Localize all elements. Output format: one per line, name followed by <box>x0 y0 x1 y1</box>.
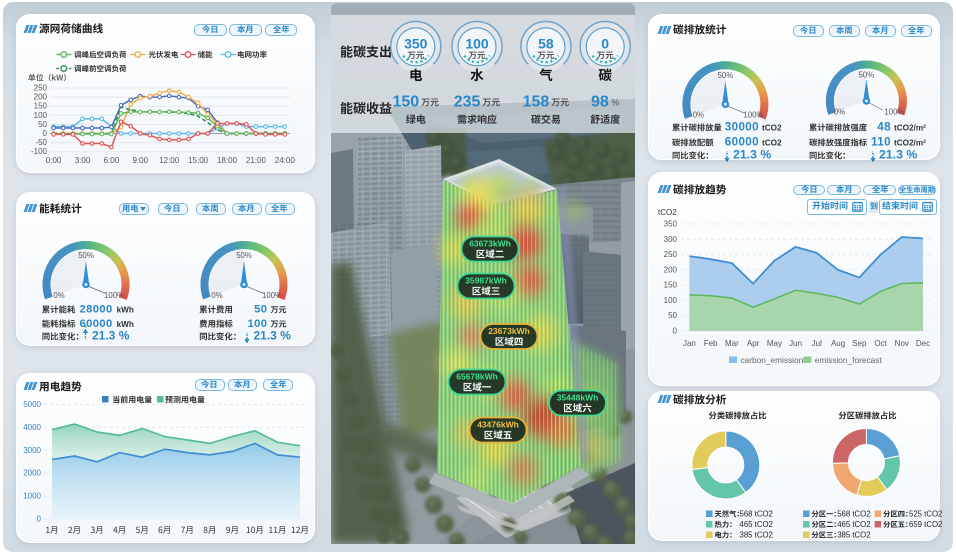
svg-text:Mar: Mar <box>725 339 739 348</box>
svg-text:200: 200 <box>34 93 48 102</box>
svg-text:250: 250 <box>664 250 678 259</box>
svg-text:3:00: 3:00 <box>75 156 91 165</box>
svg-text:12:00: 12:00 <box>159 156 180 165</box>
svg-text:110: 110 <box>871 136 891 149</box>
svg-text:4000: 4000 <box>23 423 41 432</box>
svg-text:Oct: Oct <box>874 339 887 348</box>
svg-text:tCO2: tCO2 <box>762 124 782 133</box>
svg-text:5000: 5000 <box>23 400 41 409</box>
svg-text:50: 50 <box>668 311 677 320</box>
svg-text:100: 100 <box>248 318 268 330</box>
svg-text:kWh: kWh <box>117 320 134 329</box>
svg-text:tCO2/m²: tCO2/m² <box>894 139 926 148</box>
svg-text:18:00: 18:00 <box>217 156 238 165</box>
svg-text:0: 0 <box>601 35 609 51</box>
svg-text:30000: 30000 <box>725 121 759 134</box>
svg-text:43476kWh: 43476kWh <box>477 420 519 430</box>
svg-text:0%: 0% <box>834 108 845 117</box>
svg-text:Jan: Jan <box>683 339 696 348</box>
svg-text:May: May <box>767 339 782 348</box>
svg-text:150: 150 <box>393 94 420 111</box>
svg-text:385 tCO2: 385 tCO2 <box>740 531 773 540</box>
svg-text:568 tCO2: 568 tCO2 <box>740 510 773 519</box>
svg-text:kWh: kWh <box>117 306 134 315</box>
svg-text:150: 150 <box>664 281 678 290</box>
svg-text:15:00: 15:00 <box>188 156 209 165</box>
svg-text:Dec: Dec <box>916 339 930 348</box>
svg-text:24:00: 24:00 <box>275 156 296 165</box>
svg-text:200: 200 <box>664 265 678 274</box>
svg-text:158: 158 <box>523 94 550 111</box>
svg-text:0%: 0% <box>53 291 64 300</box>
svg-text:568 tCO2: 568 tCO2 <box>837 510 870 519</box>
svg-text:50%: 50% <box>718 71 734 80</box>
svg-text:2000: 2000 <box>23 469 41 478</box>
svg-text:48: 48 <box>877 121 891 134</box>
svg-text:21.3 %: 21.3 % <box>92 329 130 343</box>
svg-text:Aug: Aug <box>831 339 845 348</box>
svg-text:50: 50 <box>254 304 267 316</box>
svg-text:0%: 0% <box>693 111 704 120</box>
svg-text:tCO2: tCO2 <box>658 208 677 217</box>
svg-text:emission_forecast: emission_forecast <box>815 355 883 365</box>
svg-text:58: 58 <box>538 35 554 51</box>
svg-text:Jun: Jun <box>789 339 802 348</box>
svg-text:60000: 60000 <box>725 136 759 149</box>
svg-text:6:00: 6:00 <box>104 156 120 165</box>
svg-text:385 tCO2: 385 tCO2 <box>837 531 870 540</box>
svg-text:Feb: Feb <box>704 339 718 348</box>
svg-text:50%: 50% <box>859 71 875 80</box>
svg-text:300: 300 <box>664 235 678 244</box>
svg-text:100: 100 <box>34 111 48 120</box>
svg-text:Sep: Sep <box>852 339 867 348</box>
svg-text:465 tCO2: 465 tCO2 <box>740 520 773 529</box>
svg-text:150: 150 <box>34 102 48 111</box>
svg-text:Jul: Jul <box>812 339 822 348</box>
svg-text:21.3 %: 21.3 % <box>733 148 771 162</box>
svg-text:250: 250 <box>34 84 48 93</box>
svg-text:0: 0 <box>43 129 48 138</box>
svg-text:100%: 100% <box>884 108 904 117</box>
svg-text:100: 100 <box>664 296 678 305</box>
svg-text:9:00: 9:00 <box>133 156 149 165</box>
svg-text:0:00: 0:00 <box>46 156 62 165</box>
svg-text:350: 350 <box>404 35 428 51</box>
svg-text:0: 0 <box>37 515 42 524</box>
svg-text:-50: -50 <box>35 138 47 147</box>
svg-text:50%: 50% <box>78 251 94 260</box>
svg-text:0: 0 <box>673 327 678 336</box>
svg-text:%: % <box>611 98 619 108</box>
svg-text:1000: 1000 <box>23 492 41 501</box>
svg-text:235: 235 <box>454 94 481 111</box>
svg-text:carbon_emission: carbon_emission <box>741 355 804 365</box>
svg-text:659 tCO2: 659 tCO2 <box>909 520 942 529</box>
svg-text:465 tCO2: 465 tCO2 <box>837 520 870 529</box>
svg-text:50%: 50% <box>236 251 252 260</box>
svg-text:98: 98 <box>591 94 609 111</box>
svg-text:350: 350 <box>664 220 678 229</box>
svg-text:65678kWh: 65678kWh <box>456 372 498 382</box>
svg-text:35448kWh: 35448kWh <box>557 393 599 403</box>
svg-text:21:00: 21:00 <box>246 156 267 165</box>
svg-text:100%: 100% <box>743 111 763 120</box>
svg-text:-100: -100 <box>31 147 48 156</box>
svg-text:28000: 28000 <box>79 304 112 316</box>
svg-text:63673kWh: 63673kWh <box>469 239 511 249</box>
svg-text:60000: 60000 <box>79 318 112 330</box>
svg-text:3000: 3000 <box>23 446 41 455</box>
svg-text:50: 50 <box>38 120 47 129</box>
svg-text:0%: 0% <box>211 291 222 300</box>
svg-text:Apr: Apr <box>747 339 760 348</box>
svg-text:21.3 %: 21.3 % <box>879 148 917 162</box>
svg-text:525 tCO2: 525 tCO2 <box>909 510 942 519</box>
svg-text:100%: 100% <box>104 291 124 300</box>
svg-text:100%: 100% <box>262 291 282 300</box>
svg-text:35987kWh: 35987kWh <box>465 276 507 286</box>
svg-text:tCO2: tCO2 <box>762 139 782 148</box>
svg-text:100: 100 <box>465 35 489 51</box>
svg-text:23673kWh: 23673kWh <box>488 326 530 336</box>
svg-text:tCO2/m²: tCO2/m² <box>894 124 926 133</box>
svg-text:Nov: Nov <box>895 339 909 348</box>
svg-text:21.3 %: 21.3 % <box>254 329 292 343</box>
